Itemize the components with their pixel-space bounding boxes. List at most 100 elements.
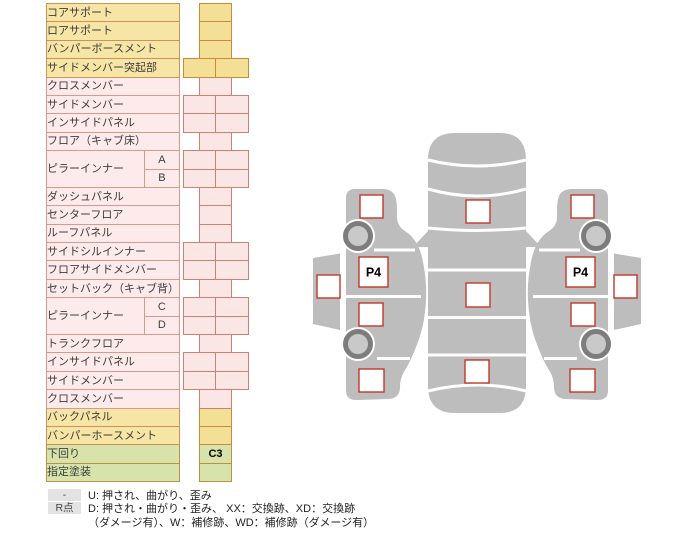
damage-marker-box[interactable] [465, 199, 491, 224]
part-label: サイドメンバー突起部 [46, 58, 180, 78]
damage-marker-box[interactable] [570, 302, 596, 327]
part-label: センターフロア [46, 205, 180, 225]
damage-value-cell-right[interactable] [215, 315, 249, 336]
spacer-cell [184, 187, 200, 205]
spacer-cell [232, 187, 249, 205]
damage-value-cell-right[interactable] [215, 113, 249, 133]
damage-value-cell[interactable] [199, 334, 232, 354]
damage-marker-box[interactable] [565, 256, 596, 288]
windshield-arrow-left [413, 231, 428, 247]
spacer-cell [184, 335, 200, 353]
damage-value-cell[interactable] [199, 205, 232, 225]
legend-line: R点 D: 押され・曲がり・歪み、 XX：交換跡、XD：交換跡 [48, 502, 374, 516]
spacer-cell [184, 40, 200, 58]
damage-marker-box[interactable] [465, 282, 491, 308]
spacer-cell [232, 4, 249, 22]
legend: - U: 押され、曲がり、歪み R点 D: 押され・曲がり・歪み、 XX：交換跡… [48, 488, 374, 529]
spacer-cell [232, 40, 249, 58]
table-row: バックパネル [46, 407, 249, 427]
damage-value-cell-left[interactable] [183, 94, 216, 115]
spacer-cell [232, 77, 249, 95]
damage-value-cell[interactable] [199, 278, 232, 299]
damage-value-cell-right[interactable] [215, 168, 249, 188]
table-row: クロスメンバー [46, 389, 249, 409]
part-label: ピラーインナー [46, 297, 145, 336]
right-side-dividers [533, 248, 608, 360]
damage-marker-box[interactable] [316, 274, 341, 299]
damage-marker-box[interactable] [359, 194, 384, 219]
spacer-cell [232, 335, 249, 353]
table-row: フロア（キャブ床） [46, 131, 249, 152]
damage-value-cell-left[interactable] [183, 58, 216, 78]
damage-code-label: P4 [366, 266, 381, 280]
table-row: 下回り C3 [46, 444, 249, 464]
legend-key-rten: R点 [48, 502, 81, 515]
table-row: トランクフロア [46, 334, 249, 354]
damage-marker-box[interactable] [569, 368, 596, 393]
part-label: 指定塗装 [46, 462, 180, 483]
legend-line: （ダメージ有）、W：補修跡、WD：補修跡（ダメージ有） [48, 515, 374, 529]
table-row: サイドシルインナー [46, 242, 249, 262]
damage-value-cell-left[interactable] [183, 150, 216, 170]
damage-marker-box[interactable] [613, 274, 638, 299]
damage-value-cell[interactable] [199, 76, 232, 96]
damage-value-cell-left[interactable] [183, 370, 216, 391]
table-row: インサイドパネル [46, 352, 249, 372]
diagram-markers: P4 P4 [316, 194, 638, 393]
damage-value-cell-right[interactable] [215, 242, 249, 262]
damage-marker-box[interactable] [570, 194, 595, 219]
damage-value-cell-right[interactable] [215, 352, 249, 372]
damage-value-cell-left[interactable] [183, 297, 216, 317]
part-label: トランクフロア [46, 334, 180, 354]
damage-value-cell[interactable] [199, 407, 232, 427]
damage-value-cell[interactable]: C3 [199, 444, 232, 464]
damage-value-cell-left[interactable] [183, 315, 216, 336]
spacer-cell [232, 445, 249, 463]
damage-value-cell-left[interactable] [183, 113, 216, 133]
part-label: クロスメンバー [46, 76, 180, 96]
underbody-outline [428, 133, 526, 413]
damage-value-cell-right[interactable] [215, 260, 249, 280]
damage-marker-box[interactable] [358, 368, 385, 393]
damage-value-cell-right[interactable] [215, 297, 249, 317]
damage-marker-box[interactable] [358, 256, 389, 288]
damage-value-cell[interactable] [199, 186, 232, 207]
damage-value-cell-right[interactable] [215, 58, 249, 78]
legend-text-u: U: 押され、曲がり、歪み [88, 489, 212, 502]
damage-marker-box[interactable] [358, 302, 384, 327]
damage-value-cell[interactable] [199, 2, 232, 23]
windshield-arrow-right [526, 231, 541, 247]
damage-value-cell-right[interactable] [215, 370, 249, 391]
part-label: サイドメンバー [46, 94, 180, 115]
damage-value-cell-left[interactable] [183, 260, 216, 280]
part-label: ロアサポート [46, 21, 180, 41]
damage-value-cell[interactable] [199, 39, 232, 60]
spacer-cell [184, 463, 200, 481]
damage-value-cell-left[interactable] [183, 352, 216, 372]
part-sublabel: A [143, 150, 181, 170]
table-row: ピラーインナー A [46, 150, 249, 188]
spacer-cell [184, 279, 200, 297]
damage-value-cell[interactable] [199, 389, 232, 409]
table-row: B [47, 168, 249, 188]
legend-text-d: D: 押され・曲がり・歪み、 XX：交換跡、XD：交換跡 [88, 503, 356, 516]
damage-value-cell-left[interactable] [183, 168, 216, 188]
damage-value-cell[interactable] [199, 131, 232, 152]
damage-value-cell-left[interactable] [183, 242, 216, 262]
spacer-cell [184, 390, 200, 408]
damage-value-cell-right[interactable] [215, 150, 249, 170]
damage-value-cell[interactable] [199, 462, 232, 483]
damage-value-cell[interactable] [199, 425, 232, 446]
damage-marker-box[interactable] [464, 359, 490, 384]
table-row: バンパーホースメント [46, 425, 249, 446]
spacer-cell [232, 463, 249, 481]
spacer-cell [232, 224, 249, 242]
damage-value-cell-right[interactable] [215, 94, 249, 115]
table-row: コアサポート [46, 2, 249, 23]
part-label: バンパーボースメント [46, 39, 180, 60]
damage-value-cell[interactable] [199, 223, 232, 244]
left-side-dividers [346, 248, 421, 360]
underbody-panel-dividers [427, 158, 527, 393]
damage-value-cell[interactable] [199, 21, 232, 41]
spacer-cell [184, 224, 200, 242]
